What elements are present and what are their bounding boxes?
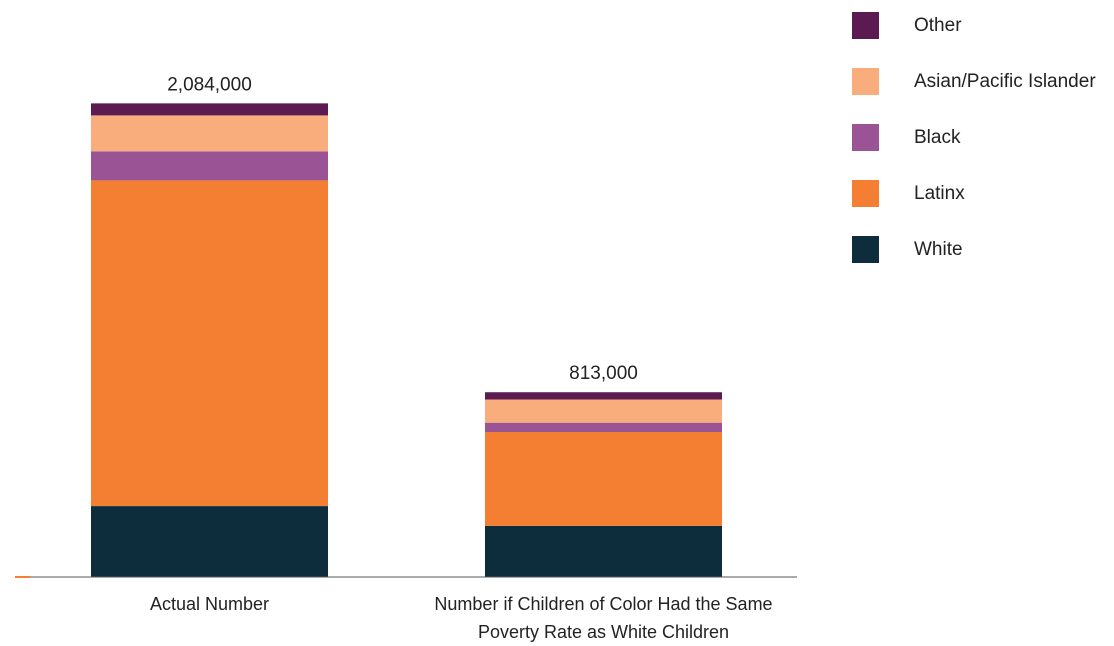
legend-label: Black	[914, 127, 961, 148]
bar-segment	[91, 151, 328, 181]
bar-segment	[485, 432, 722, 526]
bar-segment	[91, 506, 328, 577]
legend-label: Other	[914, 15, 962, 36]
x-tick-label: Actual Number	[149, 594, 270, 614]
bar-segment	[91, 180, 328, 507]
bar-segment	[91, 103, 328, 116]
bar-segment	[485, 399, 722, 423]
legend-swatch	[852, 124, 879, 151]
legend-label: Asian/Pacific Islander	[914, 71, 1096, 92]
total-label: 2,084,000	[167, 74, 252, 95]
bar-segment	[485, 422, 722, 432]
legend-label: Latinx	[914, 183, 965, 204]
bar-segment	[91, 115, 328, 152]
legend-label: White	[914, 239, 963, 260]
legend-swatch	[852, 236, 879, 263]
bar-segment	[485, 525, 722, 577]
x-tick-label: Number if Children of Color Had the Same…	[434, 594, 773, 642]
legend-swatch	[852, 68, 879, 95]
bar-segment	[485, 392, 722, 400]
legend-swatch	[852, 180, 879, 207]
legend-swatch	[852, 12, 879, 39]
total-label: 813,000	[569, 363, 638, 384]
